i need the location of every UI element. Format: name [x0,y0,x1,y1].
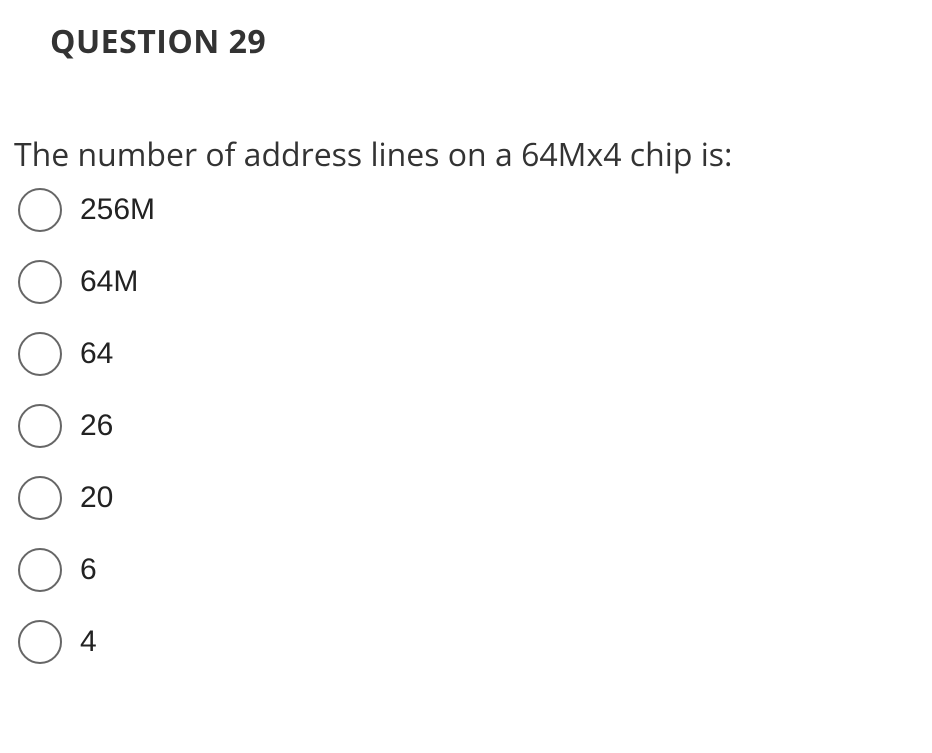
options-container: 256M 64M 64 26 20 6 4 [18,188,922,664]
option-item: 26 [18,404,922,448]
option-item: 20 [18,476,922,520]
option-item: 256M [18,188,922,232]
option-label: 26 [80,409,113,443]
option-item: 64 [18,332,922,376]
option-item: 6 [18,548,922,592]
option-label: 256M [80,193,155,227]
radio-button[interactable] [18,332,62,376]
option-label: 64M [80,265,138,299]
radio-button[interactable] [18,188,62,232]
option-label: 20 [80,481,113,515]
radio-button[interactable] [18,548,62,592]
option-label: 64 [80,337,113,371]
option-label: 6 [80,553,97,587]
question-text: The number of address lines on a 64Mx4 c… [14,133,922,176]
radio-button[interactable] [18,620,62,664]
option-label: 4 [80,625,97,659]
option-item: 64M [18,260,922,304]
question-title: QUESTION 29 [50,20,922,63]
radio-button[interactable] [18,260,62,304]
radio-button[interactable] [18,476,62,520]
option-item: 4 [18,620,922,664]
radio-button[interactable] [18,404,62,448]
